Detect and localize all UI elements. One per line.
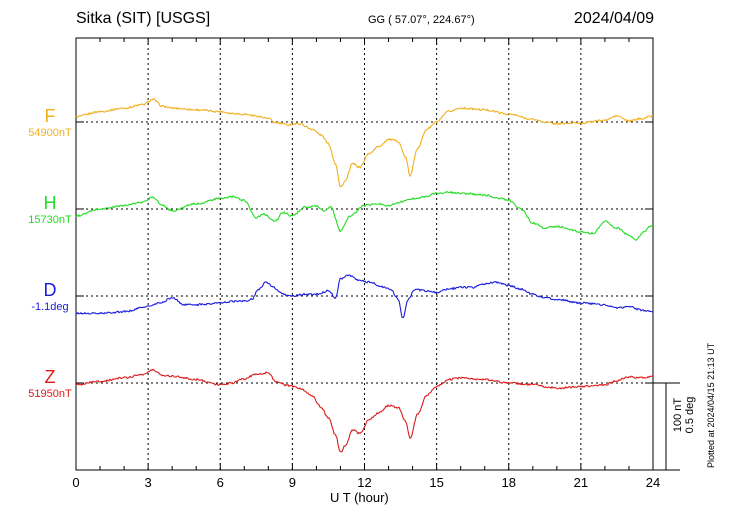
- series-line-z: [75, 368, 654, 453]
- scale-nt: 100 nT: [672, 397, 684, 433]
- chart-date: 2024/04/09: [573, 10, 654, 27]
- scale-deg: 0.5 deg: [684, 396, 696, 434]
- x-tick-label: 21: [574, 475, 588, 490]
- geographic-coords: GG ( 57.07°, 224.67°): [368, 14, 475, 26]
- label-h: H 15730nT: [20, 193, 80, 227]
- x-tick-label: 24: [646, 475, 660, 490]
- x-tick-label: 15: [429, 475, 443, 490]
- series-line-d: [75, 274, 654, 319]
- series-line-f: [75, 98, 654, 188]
- label-d: D -1.1deg: [20, 280, 80, 314]
- x-ticks: 0 3 6 9 12 15 18 21 24: [72, 38, 660, 490]
- x-axis-label: U T (hour): [330, 490, 389, 505]
- label-h-symbol: H: [43, 193, 57, 213]
- x-tick-label: 18: [502, 475, 516, 490]
- label-z: Z 51950nT: [20, 367, 80, 401]
- series-lines: [75, 98, 654, 453]
- plotted-timestamp: Plotted at 2024/04/15 21:13 UT: [706, 342, 716, 468]
- label-d-symbol: D: [43, 280, 57, 300]
- x-tick-label: 3: [145, 475, 152, 490]
- label-z-symbol: Z: [44, 367, 56, 387]
- scale-legend: 100 nT 0.5 deg: [672, 385, 696, 445]
- series-line-h: [75, 191, 654, 241]
- scale-bar: [653, 382, 680, 471]
- grid: [147, 38, 582, 470]
- station-title: Sitka (SIT) [USGS]: [76, 10, 211, 27]
- label-d-baseline: -1.1deg: [31, 301, 69, 313]
- label-f: F 54900nT: [20, 106, 80, 140]
- label-f-baseline: 54900nT: [28, 127, 72, 139]
- x-tick-label: 9: [289, 475, 296, 490]
- label-z-baseline: 51950nT: [28, 388, 72, 400]
- label-h-baseline: 15730nT: [28, 214, 72, 226]
- x-tick-label: 0: [72, 475, 79, 490]
- label-f-symbol: F: [44, 106, 56, 126]
- x-tick-label: 12: [357, 475, 371, 490]
- baselines: [76, 121, 653, 384]
- x-tick-label: 6: [217, 475, 224, 490]
